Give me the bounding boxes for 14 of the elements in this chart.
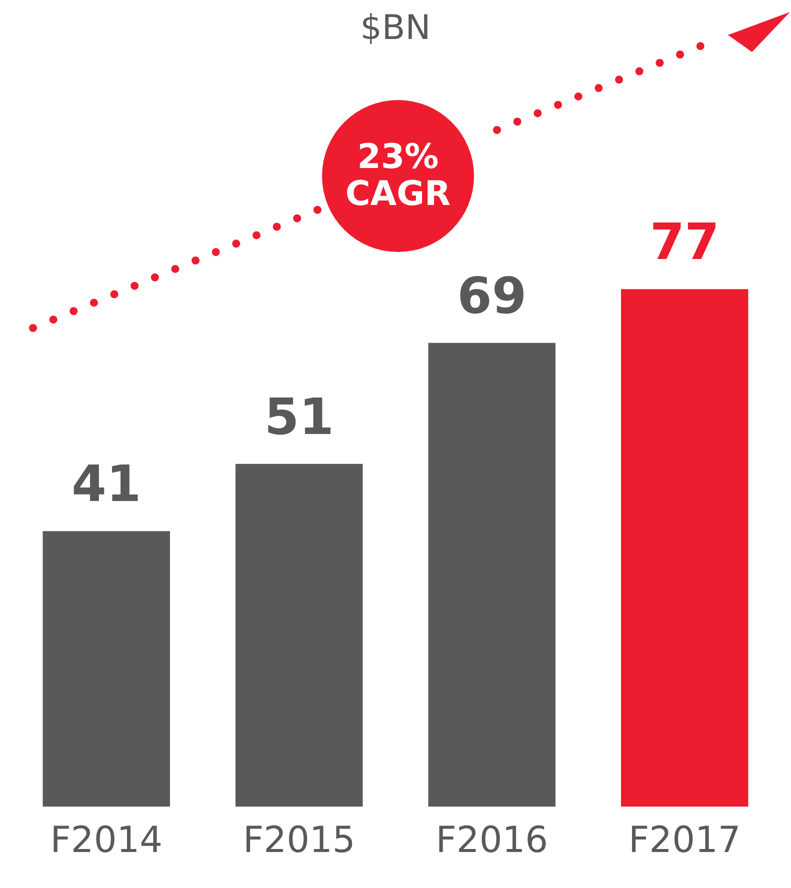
chart-title: $BN (359, 8, 432, 48)
bar (428, 342, 556, 807)
text: 23% CAGR (322, 100, 474, 252)
x-tick-label: F2017 (628, 820, 741, 861)
data-label: 69 (457, 266, 527, 325)
data-label: 77 (650, 213, 720, 272)
x-tick-label: F2014 (50, 820, 163, 861)
bar (236, 464, 363, 807)
x-tick-label: F2015 (242, 820, 356, 861)
bar (42, 531, 170, 807)
data-label: 51 (264, 388, 334, 446)
bar (621, 289, 748, 807)
x-tick-label: F2016 (436, 820, 548, 861)
data-label: 41 (72, 455, 142, 514)
